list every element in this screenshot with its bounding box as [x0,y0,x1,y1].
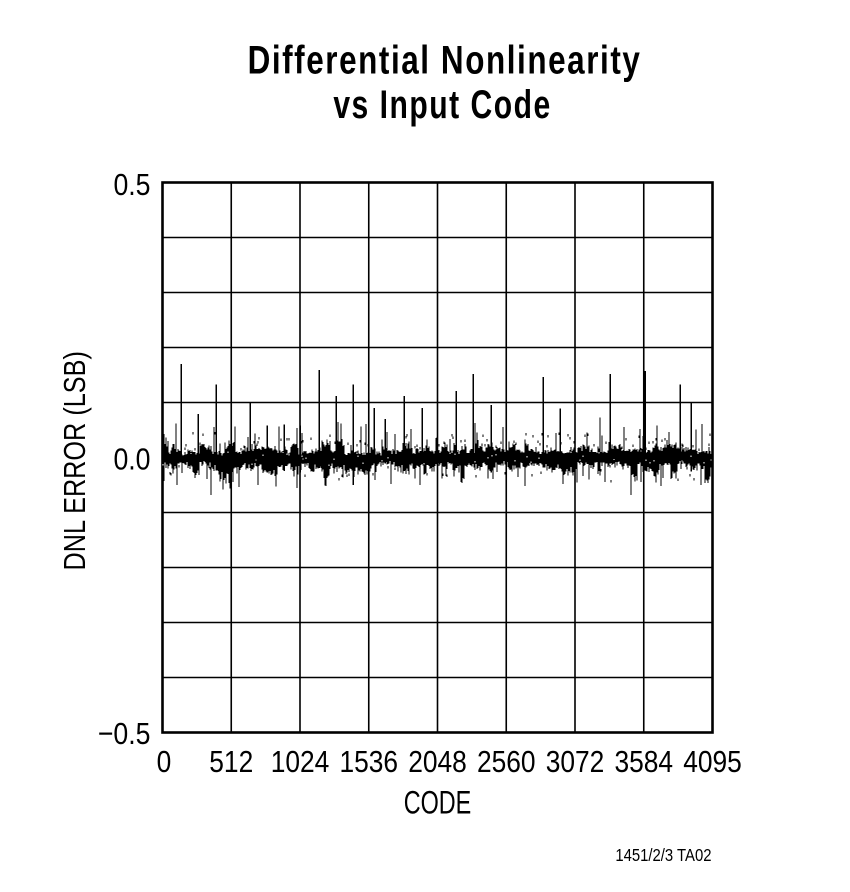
svg-text:1024: 1024 [271,745,330,779]
svg-text:0.0: 0.0 [113,443,150,477]
svg-text:512: 512 [209,745,253,779]
svg-text:3072: 3072 [546,745,605,779]
svg-text:3584: 3584 [614,745,673,779]
svg-text:4095: 4095 [683,745,742,779]
svg-text:0.5: 0.5 [113,168,150,202]
svg-text:1536: 1536 [339,745,398,779]
svg-text:1451/2/3 TA02: 1451/2/3 TA02 [615,846,711,865]
svg-text:vs Input Code: vs Input Code [333,83,551,127]
svg-text:CODE: CODE [404,784,472,821]
svg-text:Differential Nonlinearity: Differential Nonlinearity [248,37,642,83]
svg-text:0: 0 [157,745,172,779]
svg-text:2048: 2048 [408,745,467,779]
svg-text:2560: 2560 [477,745,536,779]
svg-text:DNL ERROR (LSB): DNL ERROR (LSB) [56,351,91,570]
svg-text:−0.5: −0.5 [98,717,151,751]
